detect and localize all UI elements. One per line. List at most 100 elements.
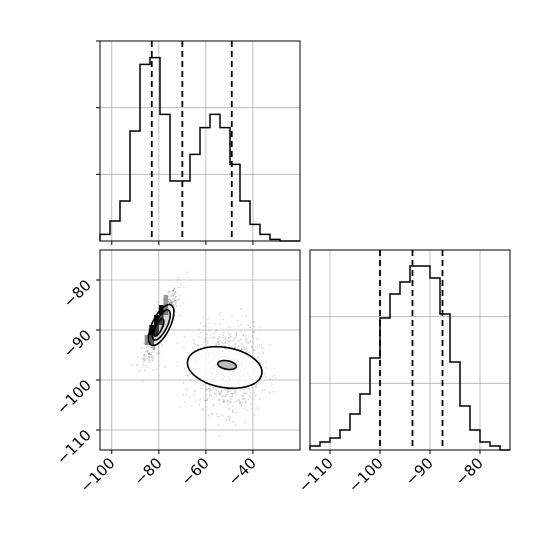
scatter-point [153,346,156,349]
scatter-point [210,388,213,391]
scatter-point [151,351,153,354]
scatter-point [256,345,259,348]
scatter-point [212,403,215,406]
scatter-point [173,294,176,296]
scatter-point [208,394,211,397]
scatter-point [255,386,258,389]
scatter-point [237,339,240,342]
scatter-point [193,340,195,342]
scatter-point [217,390,220,393]
scatter-point [175,295,177,298]
scatter-point [242,334,245,336]
scatter-point [199,398,202,401]
marginal-histogram-y-panel: −110 −100 −90 −80 [295,249,511,496]
scatter-point [240,338,242,340]
scatter-point [227,341,230,344]
scatter-point [224,400,227,403]
scatter-point [222,334,225,337]
scatter-point [230,392,233,395]
scatter-point [257,356,260,359]
scatter-point [208,393,211,396]
scatter-point [204,399,207,402]
joint-frame [99,249,301,451]
scatter-point [213,397,216,399]
scatter-point [185,394,188,396]
scatter-point [214,388,217,391]
scatter-point [242,395,244,397]
scatter-point [227,326,230,329]
scatter-point [215,343,217,345]
scatter-point [243,389,245,392]
scatter-point [245,336,248,338]
scatter-point [226,340,228,342]
scatter-point [269,343,272,346]
scatter-point [201,316,204,319]
scatter-point [211,412,214,415]
scatter-point [183,286,185,289]
scatter-point [228,337,230,339]
scatter-point [224,342,227,345]
joint-xtick-label: −100 [77,454,119,496]
scatter-point [151,369,154,372]
density-cell [149,325,155,335]
scatter-point [235,331,238,334]
contour-line-inner [216,359,238,371]
scatter-point [253,414,256,416]
scatter-point [212,336,214,339]
scatter-point [218,335,221,338]
scatter-point [229,396,232,398]
density-cell [149,335,155,345]
scatter-point [211,413,214,416]
scatter-point [259,326,261,329]
scatter-point [147,355,150,358]
scatter-point [249,396,252,398]
scatter-point [204,338,207,341]
scatter-point [143,342,146,345]
scatter-point [239,339,241,342]
scatter-point [174,299,177,302]
scatter-point [203,428,206,431]
scatter-point [155,352,158,354]
scatter-point [131,364,134,366]
scatter-point [237,345,240,347]
scatter-point [222,332,225,334]
scatter-point [153,348,156,350]
scatter-point [203,399,206,402]
scatter-point [253,320,255,323]
scatter-point [190,405,193,408]
scatter-point [251,334,254,337]
scatter-point [144,364,147,367]
joint-xtick-label: −80 [131,454,166,489]
scatter-point [173,293,176,295]
scatter-point [148,358,151,361]
scatter-point [155,310,157,313]
marginal-y-xtick-label: −80 [452,454,487,489]
scatter-point [151,357,154,360]
scatter-point [171,301,173,303]
scatter-point [218,402,220,405]
scatter-point [226,419,228,421]
scatter-point [169,301,172,304]
scatter-point [253,325,256,328]
density-cell [154,325,159,335]
scatter-point [143,353,145,356]
scatter-point [183,335,186,338]
scatter-point [170,302,173,304]
scatter-point [146,366,149,369]
scatter-point [148,352,151,355]
scatter-point [173,304,176,307]
scatter-point [176,276,179,279]
scatter-point [206,333,209,336]
scatter-point [240,342,243,345]
scatter-point [228,344,231,347]
scatter-point [207,387,210,390]
joint-gridlines [100,250,300,450]
scatter-point [164,365,167,368]
contour-line-inner [152,318,165,337]
scatter-point [245,409,248,412]
scatter-point [224,395,226,397]
scatter-point [264,376,267,378]
scatter-point [146,346,148,349]
marginal-y-histogram-step [309,265,510,451]
joint-xtick-label: −40 [225,454,260,489]
